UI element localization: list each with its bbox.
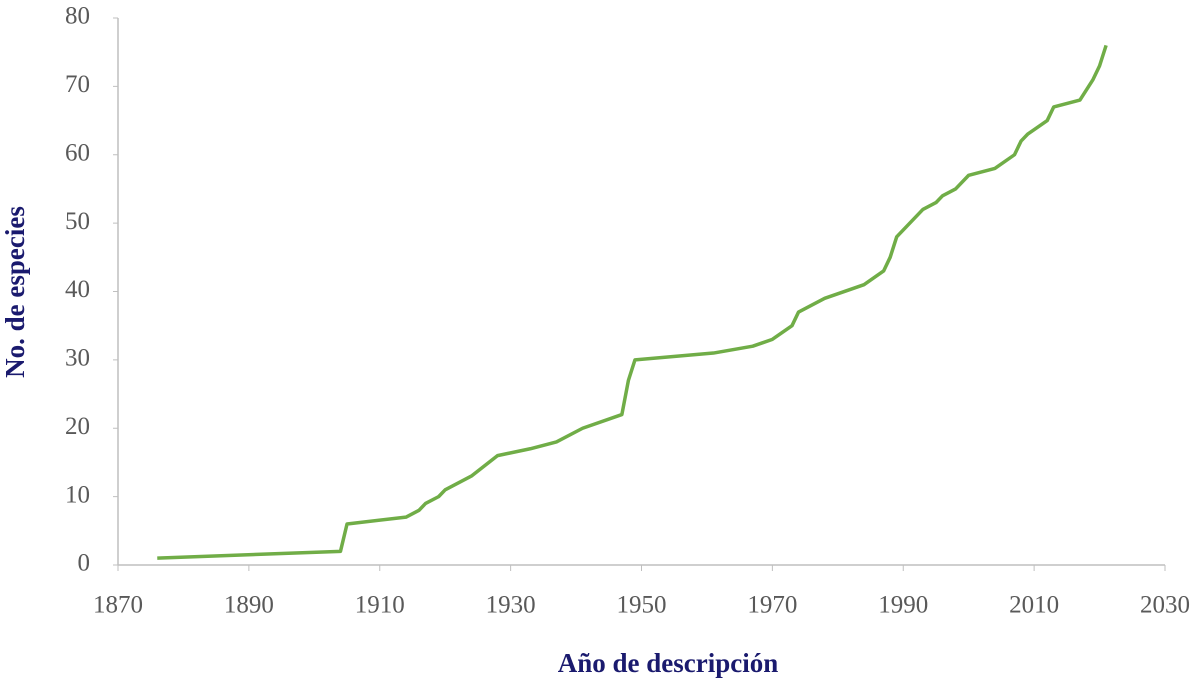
x-tick-label: 1990 [878,592,928,619]
x-axis-title: Año de descripción [558,648,779,678]
x-tick-label: 1890 [224,592,274,619]
y-tick-label: 20 [65,413,90,440]
y-tick-label: 40 [65,276,90,303]
x-tick-label: 2010 [1009,592,1059,619]
y-tick-label: 50 [65,208,90,235]
y-axis-title: No. de especies [0,206,30,378]
x-tick-label: 1950 [617,592,667,619]
data-line [157,44,1108,560]
y-tick-label: 60 [65,139,90,166]
x-tick-label: 1910 [355,592,405,619]
y-tick-label: 10 [65,481,90,508]
y-tick-label: 80 [65,3,90,30]
y-tick-label: 70 [65,71,90,98]
x-tick-label: 1970 [747,592,797,619]
x-tick-label: 2030 [1140,592,1190,619]
y-tick-label: 0 [78,550,91,577]
x-tick-label: 1870 [93,592,143,619]
x-tick-label: 1930 [486,592,536,619]
y-tick-label: 30 [65,345,90,372]
